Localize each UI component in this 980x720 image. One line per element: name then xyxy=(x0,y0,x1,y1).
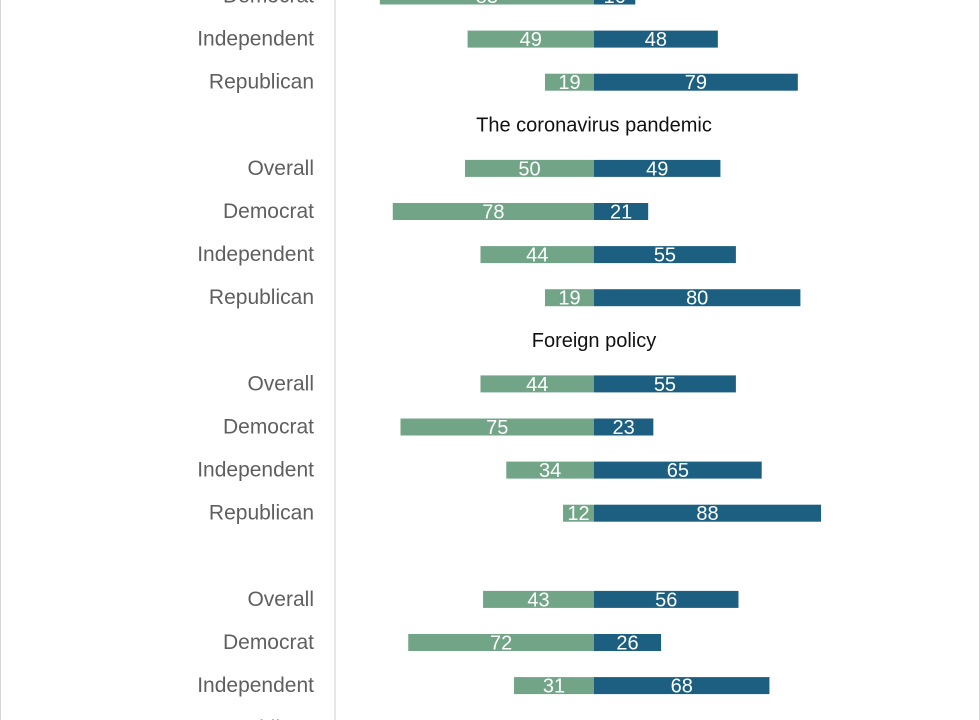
bar-left-value: 19 xyxy=(558,72,580,94)
bar-left-value: 44 xyxy=(526,245,548,267)
bar-right-value: 80 xyxy=(686,288,708,310)
bar-row: Independent 34 65 xyxy=(197,459,762,482)
row-category-label: Independent xyxy=(197,459,314,482)
row-category-label: Overall xyxy=(247,157,314,180)
bar-right xyxy=(594,504,822,522)
bar-row: Overall 44 55 xyxy=(247,372,736,396)
bar-left-value: 83 xyxy=(476,0,498,8)
bar-right-value: 56 xyxy=(655,589,677,611)
bar-left xyxy=(379,0,594,5)
bar-left-value: 49 xyxy=(520,29,542,51)
bar-left-value: 31 xyxy=(543,676,565,698)
row-category-label: Independent xyxy=(197,674,314,697)
row-category-label: Republican xyxy=(209,286,314,309)
bar-row: Democrat 78 21 xyxy=(223,200,649,224)
bar-right xyxy=(594,30,718,48)
bar-left xyxy=(544,73,594,91)
bar-left xyxy=(392,203,594,220)
chart-body: Democrat 83 16 Independent 49 48 Republican 19 7… xyxy=(197,0,822,720)
bar-left xyxy=(480,246,594,264)
bar-row: Republican 12 88 xyxy=(209,502,822,525)
bar-left xyxy=(400,418,594,436)
bar-right-value: 68 xyxy=(671,676,693,698)
bar-right-value: 49 xyxy=(646,158,668,180)
bar-right-value: 55 xyxy=(654,374,676,396)
bar-row: Overall 43 56 xyxy=(247,588,739,611)
row-category-label: Democrat xyxy=(223,631,314,654)
bar-row: Overall 50 49 xyxy=(247,157,721,180)
bar-right-value: 65 xyxy=(667,460,689,482)
bar-left xyxy=(506,461,594,479)
bar-right xyxy=(594,159,721,177)
bar-right xyxy=(594,246,736,264)
bar-left-value: 44 xyxy=(526,374,548,396)
bar-right-value: 16 xyxy=(604,0,626,8)
bar-right-value: 88 xyxy=(696,503,718,525)
row-category-label: Independent xyxy=(197,28,314,51)
row-category-label: Overall xyxy=(247,588,314,611)
row-category-label: Republican xyxy=(209,717,314,720)
bar-left xyxy=(563,504,594,522)
bar-left-value: 34 xyxy=(539,460,561,482)
bar-left xyxy=(408,634,594,651)
bar-right-value: 26 xyxy=(616,633,638,655)
bar-left xyxy=(544,289,594,307)
row-category-label: Republican xyxy=(209,502,314,525)
bar-right xyxy=(594,289,801,307)
row-category-label: Democrat xyxy=(223,200,314,223)
bar-right xyxy=(594,590,739,608)
bar-left-value: 50 xyxy=(518,158,540,180)
bar-left-value: 78 xyxy=(482,202,504,224)
bar-left-value: 19 xyxy=(558,288,580,310)
bar-row: Independent 44 55 xyxy=(197,243,736,267)
bar-right xyxy=(594,73,798,91)
bar-left xyxy=(480,375,594,393)
bar-row: Democrat 83 16 xyxy=(223,0,636,8)
bar-left-value: 43 xyxy=(527,589,549,611)
bar-left xyxy=(467,30,594,48)
bar-left-value: 12 xyxy=(567,503,589,525)
bar-right-value: 23 xyxy=(613,417,635,439)
row-category-label: Republican xyxy=(209,71,314,94)
bar-right xyxy=(594,203,649,220)
bar-right-value: 55 xyxy=(654,245,676,267)
bar-row: Independent 31 68 xyxy=(197,674,770,698)
bar-row: Republican 19 80 xyxy=(209,286,801,310)
bar-right xyxy=(594,375,736,393)
bar-right-value: 79 xyxy=(685,72,707,94)
bar-row: Independent 49 48 xyxy=(197,28,718,51)
bar-left-value: 75 xyxy=(486,417,508,439)
section-title: The coronavirus pandemic xyxy=(476,114,712,136)
bar-right xyxy=(594,461,762,479)
bar-right xyxy=(594,634,662,651)
bar-right xyxy=(594,418,654,436)
row-category-label: Overall xyxy=(247,372,314,395)
bar-left-value: 72 xyxy=(490,633,512,655)
row-category-label: Democrat xyxy=(223,416,314,439)
bar-right-value: 48 xyxy=(645,29,667,51)
bar-right-value: 21 xyxy=(610,202,632,224)
bar-row: Republican xyxy=(209,717,314,720)
row-category-label: Independent xyxy=(197,243,314,266)
bar-row: Republican 19 79 xyxy=(209,71,798,94)
row-category-label: Democrat xyxy=(223,0,314,8)
section-title: Foreign policy xyxy=(532,330,657,352)
bar-right xyxy=(594,677,770,695)
bar-right xyxy=(594,0,636,5)
bar-left xyxy=(465,159,594,177)
bar-row: Democrat 72 26 xyxy=(223,631,662,655)
bar-left xyxy=(514,677,594,695)
bar-row: Democrat 75 23 xyxy=(223,416,654,439)
bar-left xyxy=(483,590,594,608)
